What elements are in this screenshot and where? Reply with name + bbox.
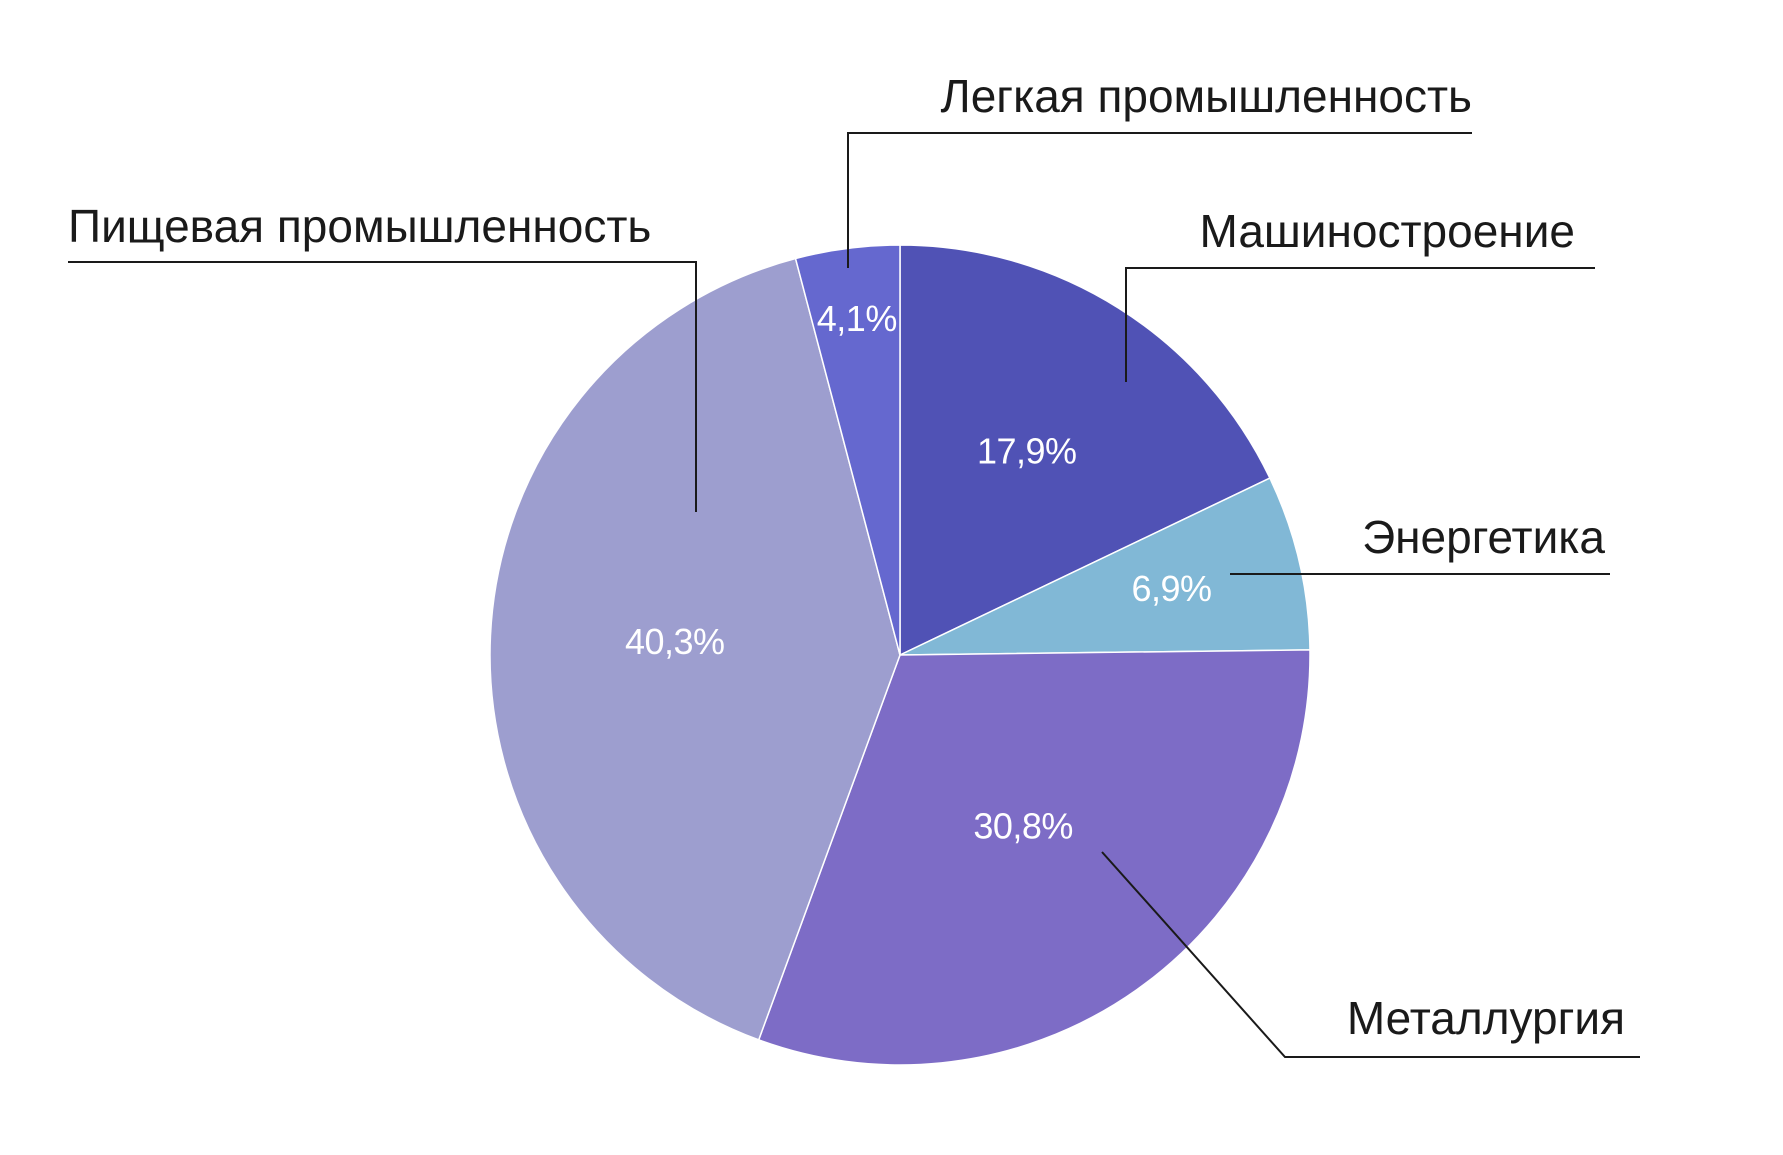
- leader-line: [1125, 267, 1595, 382]
- slice-category-label: Металлургия: [1347, 992, 1625, 1044]
- category-labels-group: Машиностроение Энергетика Металлургия Пищев…: [68, 70, 1625, 1044]
- percent-labels-group: 17,9% 6,9% 30,8% 40,3% 4,1%: [625, 298, 1212, 846]
- leader-line: [847, 132, 1472, 268]
- slice-category-label: Пищевая промышленность: [68, 200, 651, 252]
- slice-percent-label: 30,8%: [973, 806, 1073, 847]
- slice-percent-label: 17,9%: [977, 430, 1077, 471]
- slice-category-label: Легкая промышленность: [941, 70, 1472, 122]
- leader-lines-group: [68, 132, 1640, 1058]
- slice-percent-label: 4,1%: [817, 298, 897, 339]
- pie-slice: [899, 244, 1271, 657]
- slice-percent-label: 40,3%: [625, 621, 725, 662]
- slice-percent-label: 6,9%: [1131, 568, 1211, 609]
- slices-group: [489, 244, 1311, 1066]
- slice-category-label: Машиностроение: [1199, 205, 1575, 257]
- pie-slice: [899, 477, 1311, 656]
- slice-category-label: Энергетика: [1362, 511, 1605, 563]
- pie-slice: [489, 257, 901, 1041]
- leader-line: [1101, 851, 1640, 1058]
- pie-slice: [757, 649, 1311, 1066]
- leader-line: [68, 261, 697, 512]
